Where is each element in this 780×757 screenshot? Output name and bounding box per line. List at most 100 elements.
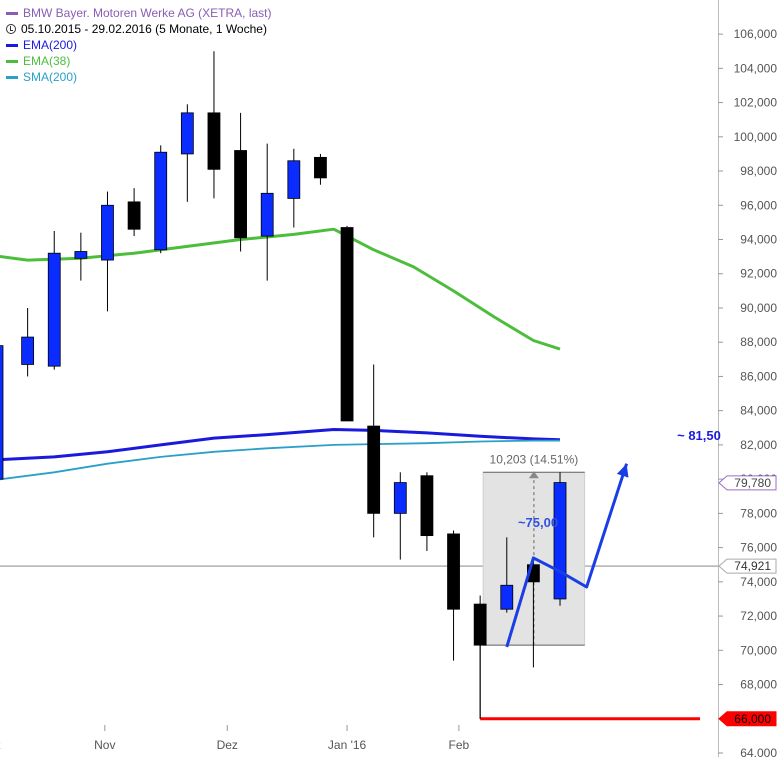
legend-label: SMA(200) xyxy=(23,70,78,84)
support-tag-label: 66,000 xyxy=(734,712,771,726)
x-tick-label: Feb xyxy=(449,738,470,752)
candle xyxy=(21,307,35,377)
candle-body xyxy=(207,112,221,170)
range-box-label: 10,203 (14.51%) xyxy=(490,452,579,466)
candle-body xyxy=(234,150,247,239)
indicator-sma200 xyxy=(0,439,560,481)
candle xyxy=(154,145,168,254)
x-axis: kt Nov Dez Jan '16 Feb xyxy=(0,725,470,752)
target-label: ~ 81,50 xyxy=(677,428,721,443)
candle xyxy=(420,472,434,552)
candle xyxy=(447,530,460,661)
y-tick-label: 74,000 xyxy=(740,575,777,589)
chart-title: BMW Bayer. Motoren Werke AG (XETRA, last… xyxy=(23,6,272,20)
candle xyxy=(553,472,567,606)
candle-body xyxy=(180,112,194,155)
indicator-ema200 xyxy=(0,428,561,462)
candle-body xyxy=(21,336,35,365)
x-tick-label: kt xyxy=(0,738,1,752)
current-price-tag-label: 74,921 xyxy=(734,559,771,573)
legend-label: EMA(38) xyxy=(23,54,71,68)
candle-body xyxy=(500,584,514,610)
candle-body xyxy=(393,482,407,514)
candle xyxy=(287,148,301,228)
candle-body xyxy=(314,156,327,179)
chart-period: 05.10.2015 - 29.02.2016 (5 Monate, 1 Woc… xyxy=(21,22,267,36)
range-arrow-icon xyxy=(528,471,539,479)
candle xyxy=(180,104,194,202)
x-tick-label: Dez xyxy=(217,738,238,752)
candle-body xyxy=(340,227,354,422)
candle-body xyxy=(0,345,4,480)
y-tick-label: 78,000 xyxy=(740,506,777,520)
x-tick-label: Jan '16 xyxy=(328,738,367,752)
x-tick-label: Nov xyxy=(94,738,115,752)
candle xyxy=(367,364,381,538)
candle-body xyxy=(260,192,274,237)
candle-body xyxy=(553,482,567,600)
candle-body xyxy=(101,204,114,261)
y-tick-label: 100,000 xyxy=(734,130,778,144)
candle xyxy=(260,143,274,281)
support-tag: 66,000 xyxy=(718,711,777,727)
annotations: ~75,00 ~ 81,50 xyxy=(479,428,721,721)
legend-item-sma200: SMA(200) xyxy=(6,69,272,85)
indicator-lines xyxy=(0,227,561,481)
candle-body xyxy=(287,160,301,199)
y-tick-label: 88,000 xyxy=(740,335,777,349)
support-tag-shape xyxy=(718,711,777,727)
candle xyxy=(127,188,141,237)
candle-body xyxy=(127,201,141,230)
current-price-tag-shape xyxy=(718,558,777,574)
candles xyxy=(0,51,567,719)
legend-title-row: BMW Bayer. Motoren Werke AG (XETRA, last… xyxy=(6,5,272,21)
legend-item-ema38: EMA(38) xyxy=(6,53,272,69)
grid-lines xyxy=(0,0,719,757)
y-axis: 64,000 66,000 68,000 70,000 72,000 74,000 76,0… xyxy=(718,27,777,757)
y-tick-label: 96,000 xyxy=(740,198,777,212)
y-tick-label: 104,000 xyxy=(734,61,778,75)
y-tick-label: 70,000 xyxy=(740,643,777,657)
sma200-swatch xyxy=(6,75,18,79)
candle-body xyxy=(473,603,487,646)
y-tick-label: 82,000 xyxy=(740,438,777,452)
candle xyxy=(207,51,221,199)
candle xyxy=(74,232,88,281)
y-tick-label: 68,000 xyxy=(740,678,777,692)
candle-body xyxy=(47,252,61,367)
purple-line-icon xyxy=(6,11,18,15)
y-tick-label: 76,000 xyxy=(740,541,777,555)
indicator-ema38 xyxy=(0,227,561,351)
legend-period-row: 05.10.2015 - 29.02.2016 (5 Monate, 1 Woc… xyxy=(6,21,272,37)
legend: BMW Bayer. Motoren Werke AG (XETRA, last… xyxy=(6,5,272,85)
candle xyxy=(0,345,4,480)
candle xyxy=(234,112,247,252)
y-tick-label: 98,000 xyxy=(740,164,777,178)
candle-body xyxy=(367,425,381,514)
current-price-tag: 74,921 xyxy=(718,558,777,574)
y-tick-label: 86,000 xyxy=(740,369,777,383)
projection-label: ~75,00 xyxy=(518,515,558,530)
candle xyxy=(500,537,514,613)
clock-icon xyxy=(6,24,16,34)
candle-body xyxy=(74,251,88,259)
candle xyxy=(101,191,114,312)
candle-body xyxy=(154,151,168,251)
y-tick-label: 94,000 xyxy=(740,233,777,247)
candle xyxy=(314,153,327,185)
candle xyxy=(47,230,61,370)
legend-item-ema200: EMA(200) xyxy=(6,37,272,53)
y-tick-label: 72,000 xyxy=(740,609,777,623)
y-tick-label: 90,000 xyxy=(740,301,777,315)
projection-path xyxy=(505,463,629,648)
candle-body xyxy=(420,475,434,537)
legend-label: EMA(200) xyxy=(23,38,78,52)
ema38-swatch xyxy=(6,59,18,63)
last-close-tag-label: 79,780 xyxy=(734,476,771,490)
ema200-swatch xyxy=(6,43,18,47)
y-tick-label: 106,000 xyxy=(734,27,778,41)
y-tick-label: 92,000 xyxy=(740,267,777,281)
projection-arrow-icon xyxy=(616,463,629,478)
candle-body xyxy=(447,533,460,610)
